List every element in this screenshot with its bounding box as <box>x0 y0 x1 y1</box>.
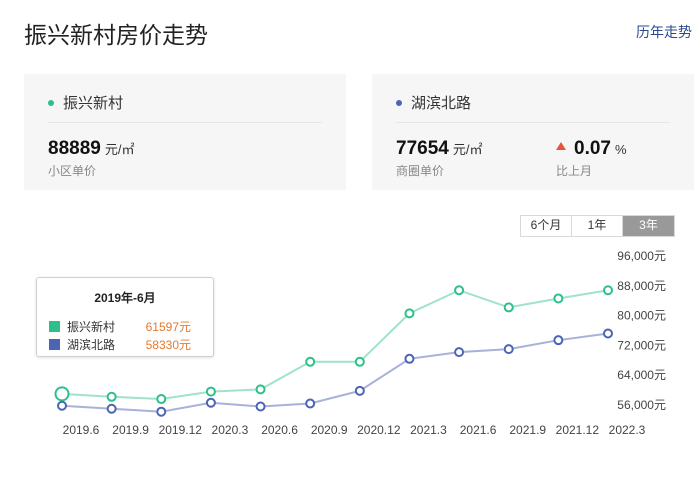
x-tick-label: 2021.9 <box>509 423 546 437</box>
x-tick-label: 2020.6 <box>261 423 298 437</box>
series-point <box>354 356 365 367</box>
series-line <box>61 289 609 401</box>
series-point <box>305 398 316 409</box>
district-name: 湖滨北路 <box>411 95 472 112</box>
series-point <box>603 328 613 339</box>
series-point <box>503 344 514 355</box>
series-point <box>404 308 415 319</box>
community-price: 88889 元/㎡ 小区单价 <box>48 138 134 179</box>
series-point <box>205 386 216 397</box>
card-divider <box>396 122 670 123</box>
price-trend-chart: 56,000元 64,000元 72,000元 80,000元 88,000元 96,00… <box>54 249 666 437</box>
series-point <box>404 353 415 364</box>
series-point <box>106 391 117 402</box>
legend-square-icon <box>49 339 60 350</box>
tab-1-year[interactable]: 1年 <box>572 216 623 236</box>
tab-3-years[interactable]: 3年 <box>623 216 674 236</box>
month-change: 0.07% 比上月 <box>556 138 627 179</box>
y-tick-label: 88,000元 <box>617 279 666 293</box>
community-name-row: 振兴新村 <box>48 92 123 113</box>
series-line <box>61 332 609 413</box>
district-price: 77654 元/㎡ 商圈单价 <box>396 138 482 179</box>
tooltip-series-name: 湖滨北路 <box>67 338 116 352</box>
district-name-row: 湖滨北路 <box>396 92 471 113</box>
series-point <box>205 397 216 408</box>
series-point <box>354 385 365 396</box>
month-change-caption: 比上月 <box>556 164 593 178</box>
district-dot-icon <box>396 99 402 106</box>
series-point <box>156 394 167 405</box>
y-tick-label: 72,000元 <box>617 338 666 352</box>
y-tick-label: 56,000元 <box>617 398 666 412</box>
page-title: 振兴新村房价走势 <box>24 22 208 48</box>
series-point <box>454 347 465 358</box>
triangle-up-icon <box>556 142 566 150</box>
x-tick-label: 2020.3 <box>212 423 249 437</box>
community-price-unit: 元/㎡ <box>104 142 135 157</box>
x-tick-label: 2020.12 <box>357 423 401 437</box>
series-point <box>454 285 465 296</box>
x-tick-label: 2021.3 <box>410 423 447 437</box>
series-point <box>305 356 316 367</box>
series-point <box>156 406 167 417</box>
x-tick-label: 2021.6 <box>460 423 497 437</box>
community-dot-icon <box>48 99 54 106</box>
tooltip-title: 2019年-6月 <box>94 291 156 305</box>
y-tick-label: 64,000元 <box>617 368 666 382</box>
community-price-caption: 小区单价 <box>48 164 97 178</box>
month-change-unit: % <box>614 142 627 157</box>
x-tick-label: 2019.9 <box>112 423 149 437</box>
series-point <box>57 400 67 411</box>
x-tick-label: 2020.9 <box>311 423 348 437</box>
series-point <box>553 293 564 304</box>
x-tick-label: 2022.3 <box>609 423 646 437</box>
district-price-caption: 商圈单价 <box>396 164 445 178</box>
card-divider <box>48 122 322 123</box>
series-point <box>106 403 117 414</box>
series-point <box>255 401 266 412</box>
x-tick-label: 2019.6 <box>63 423 100 437</box>
district-price-card: 湖滨北路 77654 元/㎡ 商圈单价 0.07% 比上月 <box>372 74 694 190</box>
tooltip-series-value: 58330元 <box>145 338 191 352</box>
district-price-value: 77654 <box>396 138 449 159</box>
series-point <box>54 386 70 402</box>
community-price-value: 88889 <box>48 138 101 159</box>
series-point <box>255 384 266 395</box>
series-point <box>503 302 514 313</box>
legend-square-icon <box>49 321 60 332</box>
range-tabs: 6个月 1年 3年 <box>520 215 675 237</box>
tooltip-series-value: 61597元 <box>145 320 191 334</box>
district-price-unit: 元/㎡ <box>452 142 483 157</box>
y-tick-label: 96,000元 <box>617 249 666 263</box>
chart-tooltip: 2019年-6月 振兴新村 61597元 湖滨北路 58330元 <box>36 277 214 357</box>
history-trend-link[interactable]: 历年走势 <box>636 24 692 40</box>
x-tick-label: 2019.12 <box>159 423 203 437</box>
y-tick-label: 80,000元 <box>617 309 666 323</box>
tooltip-row-community: 振兴新村 61597元 <box>49 318 191 335</box>
series-point <box>603 285 613 296</box>
tooltip-series-name: 振兴新村 <box>67 320 116 334</box>
community-name: 振兴新村 <box>63 95 124 112</box>
x-tick-label: 2021.12 <box>556 423 600 437</box>
series-point <box>553 335 564 346</box>
tooltip-row-district: 湖滨北路 58330元 <box>49 336 191 353</box>
tab-6-months[interactable]: 6个月 <box>521 216 572 236</box>
month-change-value: 0.07 <box>574 138 611 159</box>
community-price-card: 振兴新村 88889 元/㎡ 小区单价 <box>24 74 346 190</box>
